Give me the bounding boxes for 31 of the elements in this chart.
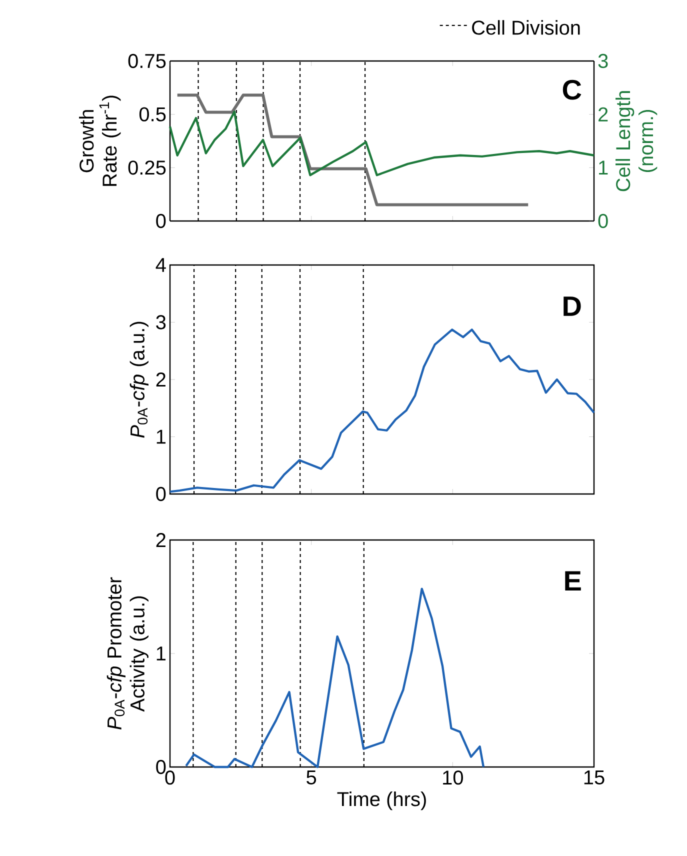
y-tick-label: 0 [156, 486, 166, 502]
line-series [168, 110, 596, 176]
y-tick-label: 1 [156, 430, 166, 444]
y-axis-title: Growth Rate (hr$^{-1}$) [79, 96, 121, 186]
y2-axis-title: Cell Length (norm.) [616, 91, 658, 192]
y-axis-title: P$_{0A}$-cfp (a.u.) [130, 322, 148, 438]
y-tick-label: 0.25 [128, 160, 166, 175]
y-tick-label: 1 [156, 646, 166, 660]
annotation: D [564, 296, 581, 316]
y-tick-label: 0 [156, 214, 166, 228]
x-tick-label: 5 [306, 770, 316, 784]
y-tick-label: 2 [156, 372, 166, 386]
x-tick-label: 15 [584, 770, 604, 784]
y-tick-label: 0.5 [139, 107, 166, 122]
y2-tick-label: 3 [598, 54, 608, 68]
y-tick-label: 3 [156, 315, 166, 330]
legend-label: Cell Division [472, 20, 580, 35]
annotation: C [562, 80, 582, 100]
y2-tick-label: 1 [599, 160, 608, 175]
y2-tick-label: 0 [598, 214, 608, 228]
y2-tick-label: 2 [598, 107, 608, 122]
annotation: E [565, 571, 581, 590]
y-tick-label: 2 [156, 533, 166, 547]
line-series [176, 94, 530, 206]
y-tick-label: 0.75 [128, 54, 166, 68]
line-series [168, 328, 596, 493]
x-tick-label: 10 [443, 770, 463, 785]
y-tick-label: 4 [156, 258, 166, 272]
x-axis-title: Time (hrs) [337, 792, 426, 810]
y-tick-label: 0 [156, 760, 166, 774]
line-series [185, 588, 485, 768]
